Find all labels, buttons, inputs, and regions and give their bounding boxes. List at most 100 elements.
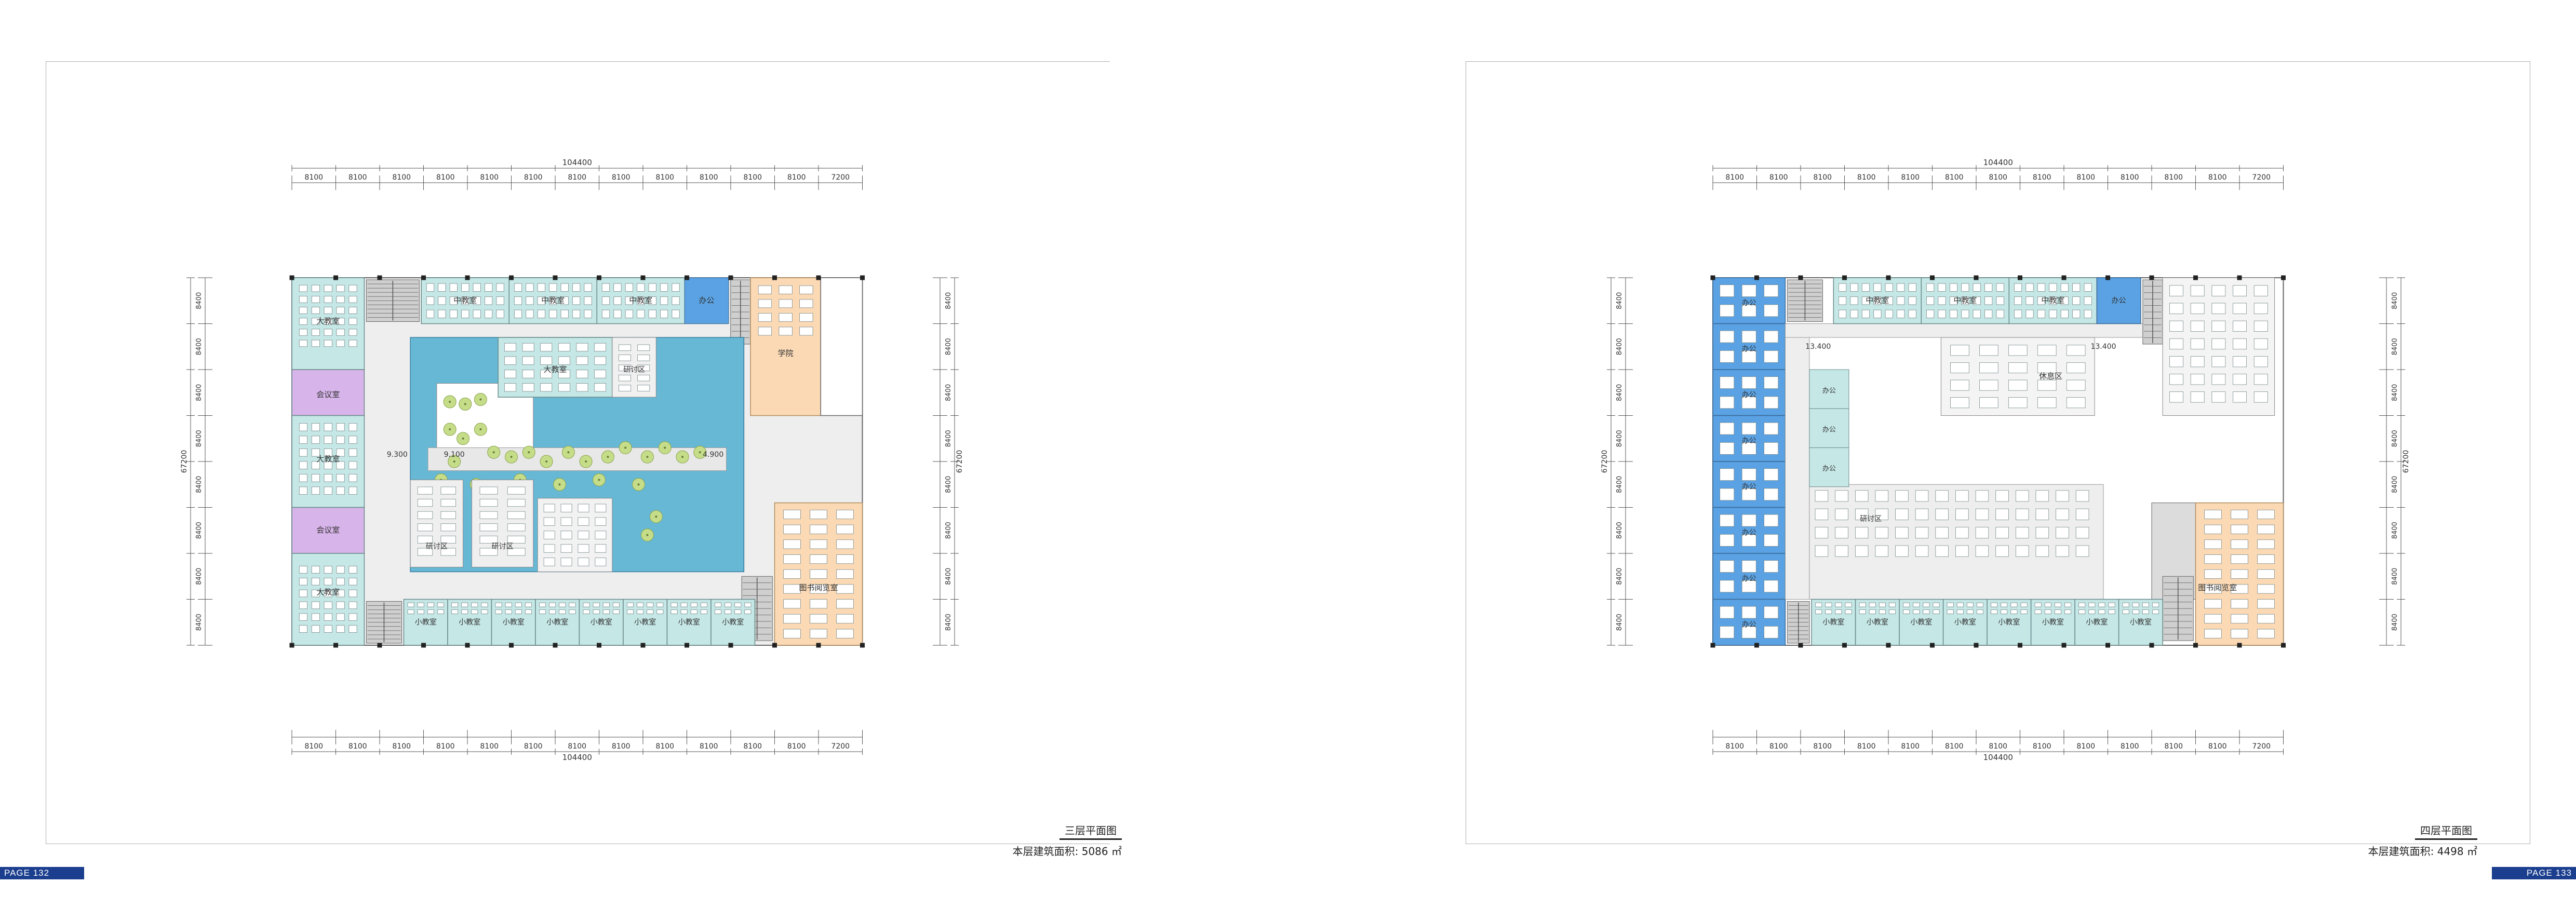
plan4-desks-rest-desk	[1979, 397, 1998, 409]
plan4-desks-discussion-desk	[2035, 508, 2049, 520]
plan3-column	[333, 643, 338, 648]
plan4-desks-mid-1-desk	[1984, 283, 1993, 292]
plan3-bottom-dim-label-4: 8100	[480, 742, 499, 751]
plan4-stair-bottom-right	[2162, 576, 2194, 641]
plan4-desks-ne-desk	[2169, 356, 2183, 368]
plan3-desks-c-desk	[324, 578, 332, 586]
plan4-right-vdim-label-1: 8400	[2391, 338, 2399, 355]
plan3-label-discussion-2: 研讨区	[492, 542, 514, 551]
plan3-desks-a-desk	[336, 339, 345, 347]
plan3-label-small-classroom-4: 小教室	[546, 618, 568, 627]
plan4-desks-discussion-desk	[2075, 527, 2089, 539]
plan4-desks-mid-2-desk	[2037, 283, 2046, 292]
plan3-desks-center-desk	[522, 356, 534, 365]
plan3-desks-b-desk	[336, 423, 345, 431]
plan3-desks-small-0-desk	[407, 609, 414, 614]
plan3-desks-small-5-desk	[656, 602, 664, 607]
plan4-desks-office-0-desk	[1741, 304, 1756, 317]
plan3-bottom-dim-label-12: 7200	[831, 742, 850, 751]
plan4-right-vdim-label-7: 8400	[2391, 614, 2399, 631]
plan4-desks-mid-2-desk	[2025, 283, 2034, 292]
plan4-desks-ne-desk	[2190, 391, 2205, 403]
plan4-desks-small-1-desk	[1869, 602, 1876, 607]
plan3-tree-23	[593, 473, 606, 486]
plan3-desks-disc-2-desk	[479, 499, 498, 507]
plan3-desks-library-desk	[783, 584, 801, 594]
plan3-desks-a-desk	[311, 296, 320, 303]
plan4-desks-small-4-desk	[2001, 609, 2008, 614]
plan4-desks-office-4-desk	[1741, 488, 1756, 501]
plan3-desks-library-desk	[836, 524, 854, 534]
plan4-desks-mid-0-desk	[1839, 309, 1847, 318]
plan3-desks-hall-desk	[799, 285, 813, 294]
plan4-desks-small-1-desk	[1879, 609, 1886, 614]
plan3-desks-center-desk	[522, 383, 534, 392]
plan3-desks-disc-top-desk	[637, 364, 650, 371]
plan3-desks-small-2	[495, 602, 532, 614]
plan4-bottom-dim-label-3: 8100	[1857, 742, 1876, 751]
plan3-desks-c-desk	[348, 566, 357, 574]
plan3-desks-small-4-desk	[602, 609, 610, 614]
plan3-desks-a-desk	[348, 318, 357, 325]
plan4-desks-rest-desk	[2008, 362, 2028, 373]
plan3-column	[289, 643, 294, 648]
plan4-desks-discussion-desk	[1875, 508, 1889, 520]
plan4-column	[2281, 643, 2286, 648]
plan3-desks-a-desk	[299, 329, 307, 336]
plan4-room-office-top	[2096, 277, 2141, 324]
plan4-desks-discussion-desk	[2015, 508, 2029, 520]
plan3-desks-small-6-desk	[700, 609, 707, 614]
plan4-desks-discussion-desk	[1815, 508, 1829, 520]
plan4-desks-library-desk	[2231, 584, 2248, 594]
plan4-desks-office-1-desk	[1764, 330, 1779, 343]
plan3-desks-reading-desk	[560, 558, 572, 566]
plan3-desks-center-desk	[576, 356, 588, 365]
plan4-desks-ne-desk	[2190, 285, 2205, 296]
plan4-label-small-classroom-4: 小教室	[1954, 618, 1976, 627]
plan3-desks-b-desk	[336, 474, 345, 482]
plan4-desks-ne-desk	[2211, 391, 2226, 403]
plan4-column	[2105, 275, 2110, 280]
plan4-area-label: 本层建筑面积:	[2368, 845, 2434, 858]
plan4-desks-office-3-desk	[1741, 422, 1756, 435]
plan4-desks-mid-1-desk	[1926, 296, 1935, 305]
plan4-bottom-dim-label-9: 8100	[2121, 742, 2139, 751]
plan3-label-discussion-top: 研讨区	[623, 365, 645, 374]
plan3-desks-small-3-desk	[539, 602, 546, 607]
plan3-top-overall-dim: 104400	[562, 158, 592, 167]
plan3-elevation-2: 9.100	[444, 451, 465, 459]
plan4-desks-small-0-desk	[1825, 602, 1832, 607]
plan3-elevation-3: 4.900	[703, 451, 723, 459]
plan3-desks-mid-0-desk	[426, 296, 435, 305]
plan4-desks-rest-desk	[1950, 362, 1969, 373]
plan3-desks-library-desk	[783, 629, 801, 639]
plan4-right-voverall-label: 67200	[2402, 450, 2410, 473]
plan3-desks-small-2-desk	[505, 609, 512, 614]
plan3-desks-disc-1-desk	[417, 511, 433, 519]
plan4-desks-rest-desk	[2066, 362, 2086, 373]
plan3-stair-bottom-left	[366, 601, 402, 644]
plan3-desks-reading-desk	[560, 531, 572, 539]
plan4-desks-discussion-desk	[1995, 527, 2009, 539]
plan3-desks-small-0-desk	[437, 602, 444, 607]
plan3-desks-mid-0	[426, 283, 504, 318]
plan4-desks-rest-desk	[1979, 379, 1998, 391]
plan3-tree-2	[474, 393, 487, 406]
plan3-desks-small-3-desk	[569, 609, 576, 614]
left-page-frame	[46, 61, 1110, 844]
plan4-desks-discussion-desk	[1935, 545, 1949, 557]
plan4-desks-discussion-desk	[1895, 508, 1909, 520]
plan4-bottom-dim-label-2: 8100	[1813, 742, 1832, 751]
plan4-desks-small-5-desk	[2034, 609, 2042, 614]
plan4-desks-mid-0-desk	[1839, 283, 1847, 292]
plan3-tree-22-trunk	[558, 483, 561, 486]
plan3-desks-mid-2-desk	[625, 309, 633, 318]
plan4-desks-small-1-desk	[1889, 609, 1896, 614]
plan4-desks-small-4-desk	[2010, 609, 2018, 614]
plan4-column	[2237, 275, 2242, 280]
plan4-elevation-1: 13.400	[1805, 343, 1831, 351]
plan3-column	[816, 643, 821, 648]
plan4-bottom-dim-label-6: 8100	[1989, 742, 2007, 751]
plan4-desks-discussion-desk	[2075, 545, 2089, 557]
